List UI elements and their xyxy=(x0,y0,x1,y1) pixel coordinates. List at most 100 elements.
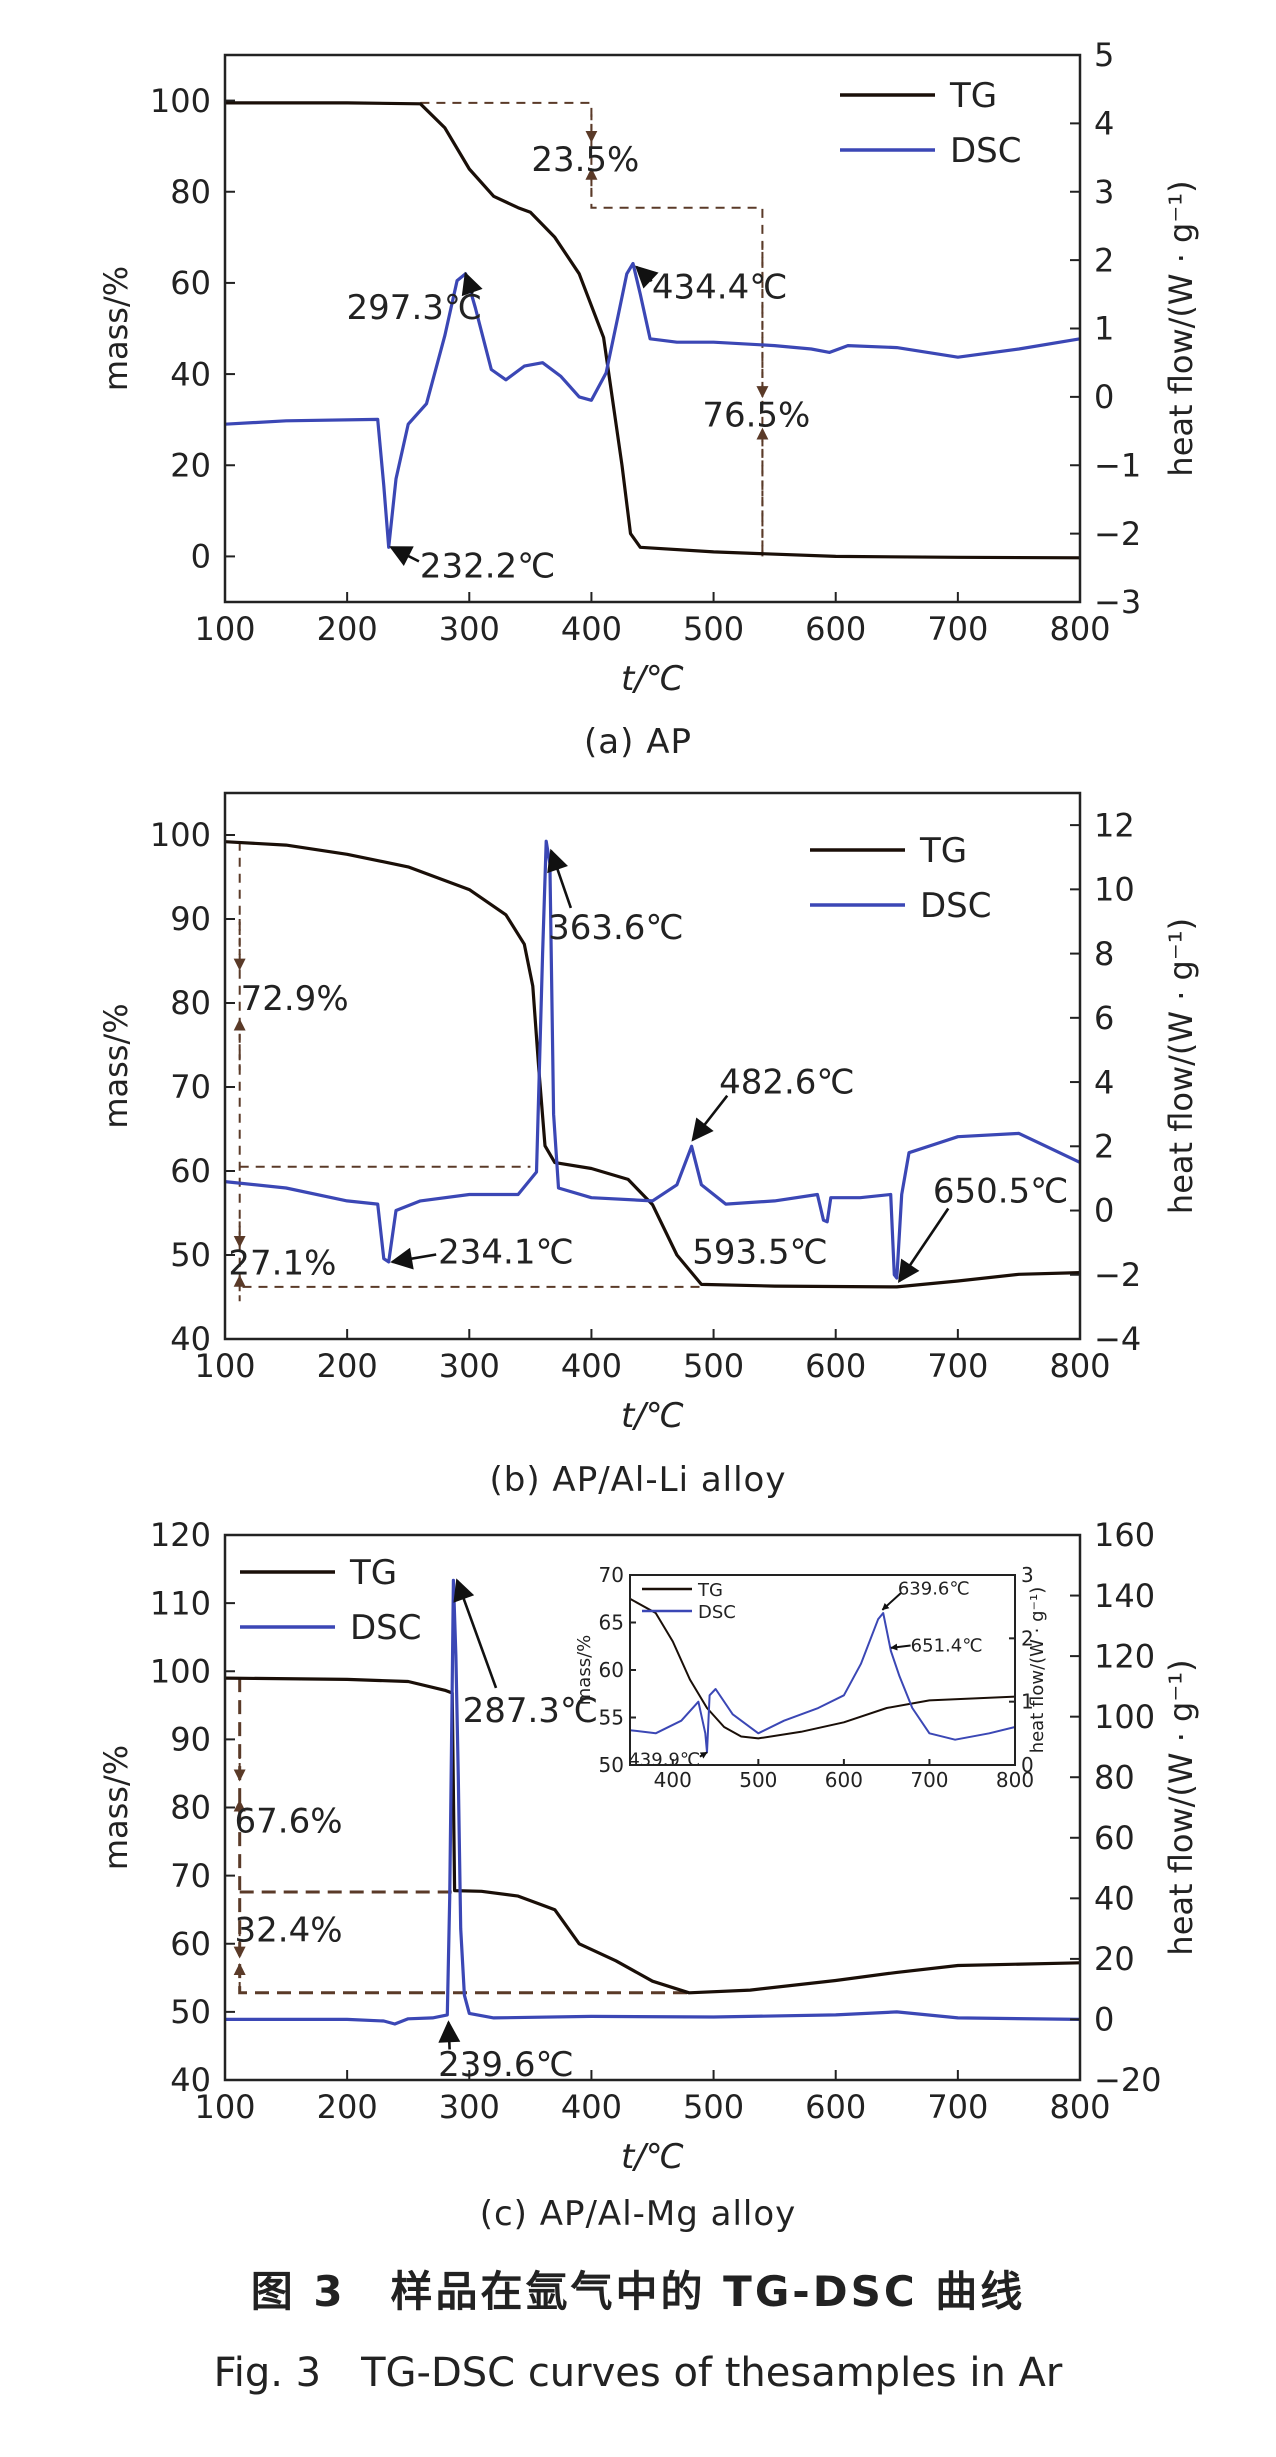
y2-tick-label: 8 xyxy=(1094,935,1114,973)
y-tick-label: 100 xyxy=(150,82,211,120)
annotation-label: 32.4% xyxy=(235,1910,343,1950)
y-tick-label: 100 xyxy=(150,816,211,854)
y-axis-label: mass/% xyxy=(97,266,135,391)
x-tick-label: 300 xyxy=(439,1347,500,1385)
y-tick-label: 60 xyxy=(170,1152,211,1190)
y-tick-label: 120 xyxy=(150,1516,211,1554)
annotation-label: 287.3℃ xyxy=(463,1691,599,1731)
inset-x-tick-label: 700 xyxy=(910,1768,948,1792)
y-tick-label: 40 xyxy=(170,1320,211,1358)
y-tick-label: 50 xyxy=(170,1236,211,1274)
annotation-label: 434.4℃ xyxy=(652,268,788,308)
y2-tick-label: 40 xyxy=(1094,1880,1135,1918)
guide-line xyxy=(238,841,702,1288)
panel-a: 100 200 300 400 500 600 700 800020406080100−3−2… xyxy=(97,36,1200,699)
x-tick-label: 700 xyxy=(927,610,988,648)
inset-y-axis-label: mass/% xyxy=(574,1635,595,1706)
annotation-label: 76.5% xyxy=(702,395,810,435)
y-tick-label: 90 xyxy=(170,900,211,938)
legend-tg-label: TG xyxy=(949,76,997,116)
y-tick-label: 0 xyxy=(191,538,211,576)
x-axis-label: t/℃ xyxy=(621,659,684,699)
x-tick-label: 500 xyxy=(683,2088,744,2126)
y-tick-label: 40 xyxy=(170,2061,211,2099)
y2-tick-label: 6 xyxy=(1094,999,1114,1037)
annotation-arrow xyxy=(691,1094,729,1142)
inset-x-tick-label: 800 xyxy=(996,1768,1034,1792)
subtitle-a: (a) AP xyxy=(584,722,692,762)
x-tick-label: 700 xyxy=(927,1347,988,1385)
inset-y-tick-label: 65 xyxy=(599,1611,624,1635)
inset-annotation-label: 439.9℃ xyxy=(628,1750,700,1771)
x-tick-label: 400 xyxy=(561,2088,622,2126)
inset-y2-tick-label: 0 xyxy=(1021,1753,1034,1777)
y-tick-label: 100 xyxy=(150,1652,211,1690)
y2-tick-label: −3 xyxy=(1094,583,1141,621)
y-tick-label: 20 xyxy=(170,446,211,484)
y-tick-label: 60 xyxy=(170,1925,211,1963)
x-axis-label: t/℃ xyxy=(621,1396,684,1436)
x-tick-label: 800 xyxy=(1049,1347,1110,1385)
figure-caption-cn: 图 3 样品在氩气中的 TG-DSC 曲线 xyxy=(250,2267,1026,2316)
annotation-label: 232.2℃ xyxy=(420,547,556,587)
inset-annotation-arrow xyxy=(890,1643,911,1651)
y2-tick-label: 2 xyxy=(1094,241,1114,279)
legend-tg-label: TG xyxy=(919,831,967,871)
inset-annotation-label: 639.6℃ xyxy=(898,1579,970,1600)
x-tick-label: 100 xyxy=(194,610,255,648)
annotation-arrow xyxy=(897,1207,950,1284)
inset-x-tick-label: 600 xyxy=(825,1768,863,1792)
legend-tg-label: TG xyxy=(349,1553,397,1593)
x-tick-label: 100 xyxy=(194,2088,255,2126)
inset-y2-tick-label: 2 xyxy=(1021,1626,1034,1650)
x-tick-label: 100 xyxy=(194,1347,255,1385)
plot-frame xyxy=(223,791,1082,1341)
subtitle-b: (b) AP/Al-Li alloy xyxy=(489,1460,787,1500)
inset-annotation-arrow xyxy=(699,1751,708,1759)
inset-y2-tick-label: 1 xyxy=(1021,1690,1034,1714)
x-tick-label: 300 xyxy=(439,610,500,648)
x-tick-label: 200 xyxy=(317,1347,378,1385)
guide-line xyxy=(238,1678,690,1995)
y-tick-label: 90 xyxy=(170,1721,211,1759)
y-tick-label: 70 xyxy=(170,1857,211,1895)
y2-tick-label: −4 xyxy=(1094,1320,1141,1358)
y2-tick-label: 140 xyxy=(1094,1577,1155,1615)
y2-tick-label: 160 xyxy=(1094,1516,1155,1554)
annotation-label: 23.5% xyxy=(531,140,639,180)
y2-tick-label: 1 xyxy=(1094,310,1114,348)
x-tick-label: 500 xyxy=(683,1347,744,1385)
annotation-label: 593.5℃ xyxy=(692,1232,828,1272)
y-tick-label: 40 xyxy=(170,355,211,393)
y2-tick-label: 20 xyxy=(1094,1940,1135,1978)
annotation-arrow xyxy=(461,271,483,297)
inset-y-tick-label: 70 xyxy=(599,1563,624,1587)
y2-axis-label: heat flow/(W · g⁻¹) xyxy=(1162,918,1200,1214)
x-tick-label: 200 xyxy=(317,2088,378,2126)
y-tick-label: 80 xyxy=(170,984,211,1022)
y2-tick-label: 3 xyxy=(1094,173,1114,211)
y2-tick-label: 4 xyxy=(1094,105,1114,143)
x-tick-label: 400 xyxy=(561,610,622,648)
annotation-label: 239.6℃ xyxy=(438,2045,574,2085)
annotation-label: 72.9% xyxy=(241,979,349,1019)
y2-tick-label: 100 xyxy=(1094,1698,1155,1736)
y2-tick-label: 60 xyxy=(1094,1819,1135,1857)
inset-y-tick-label: 55 xyxy=(599,1706,624,1730)
x-tick-label: 200 xyxy=(317,610,378,648)
y2-tick-label: 0 xyxy=(1094,2001,1114,2039)
x-tick-label: 600 xyxy=(805,610,866,648)
y-tick-label: 60 xyxy=(170,264,211,302)
panel-b: 100 200 300 400 500 600 700 800405060708090100−… xyxy=(97,791,1200,1436)
y2-tick-label: 80 xyxy=(1094,1758,1135,1796)
x-tick-label: 800 xyxy=(1049,610,1110,648)
y2-tick-label: −2 xyxy=(1094,515,1141,553)
series-tg-line xyxy=(224,840,1081,1289)
y2-axis-label: heat flow/(W · g⁻¹) xyxy=(1162,180,1200,476)
annotation-arrow xyxy=(438,2020,461,2050)
series-dsc-line xyxy=(224,261,1081,549)
x-tick-label: 700 xyxy=(927,2088,988,2126)
annotation-label: 363.6℃ xyxy=(548,908,684,948)
